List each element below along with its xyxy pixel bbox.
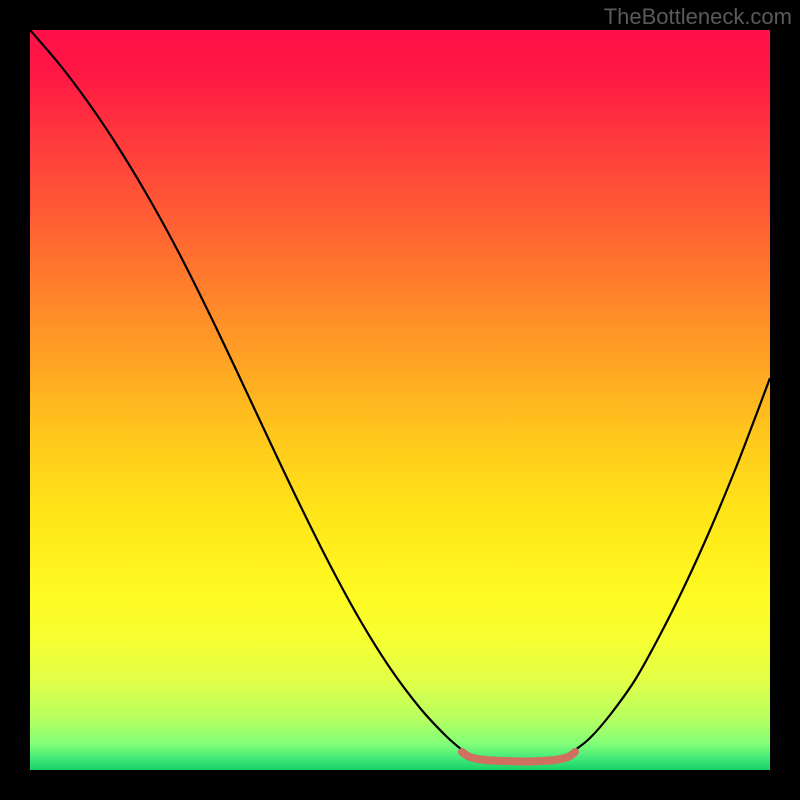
watermark-text: TheBottleneck.com [604, 4, 792, 30]
bottleneck-curve [30, 30, 770, 770]
curve-left-branch [30, 30, 462, 750]
chart-container: TheBottleneck.com [0, 0, 800, 800]
curve-right-branch [575, 378, 770, 750]
bottom-marker [462, 752, 575, 762]
plot-area [30, 30, 770, 770]
